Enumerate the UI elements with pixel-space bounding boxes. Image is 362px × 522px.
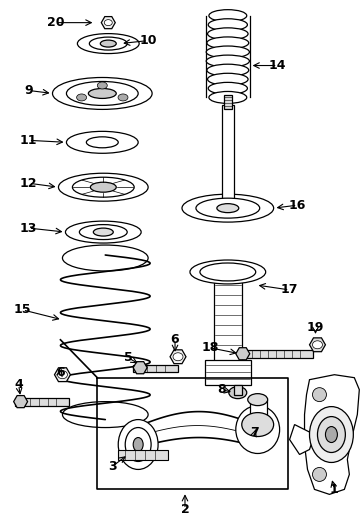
Text: 1: 1 <box>330 483 339 496</box>
Polygon shape <box>304 375 359 494</box>
Text: 16: 16 <box>289 199 306 211</box>
Text: 12: 12 <box>20 177 37 189</box>
Polygon shape <box>290 424 315 455</box>
Ellipse shape <box>200 263 256 281</box>
Bar <box>205 360 251 385</box>
Ellipse shape <box>100 40 116 47</box>
Bar <box>14 398 70 406</box>
Ellipse shape <box>125 428 151 461</box>
Ellipse shape <box>67 81 138 105</box>
Polygon shape <box>170 350 186 364</box>
Text: 3: 3 <box>108 460 117 473</box>
Ellipse shape <box>118 94 128 101</box>
Bar <box>118 450 168 460</box>
Ellipse shape <box>97 82 107 89</box>
Text: 13: 13 <box>20 221 37 234</box>
Ellipse shape <box>118 420 158 469</box>
Ellipse shape <box>90 182 116 192</box>
Ellipse shape <box>207 64 249 76</box>
Text: 7: 7 <box>251 426 259 439</box>
Polygon shape <box>236 348 250 360</box>
Ellipse shape <box>66 221 141 243</box>
Bar <box>214 270 242 365</box>
Ellipse shape <box>312 341 323 349</box>
Bar <box>242 350 313 358</box>
Ellipse shape <box>63 245 148 271</box>
Ellipse shape <box>209 10 247 21</box>
Ellipse shape <box>104 20 112 26</box>
Ellipse shape <box>206 46 249 58</box>
Polygon shape <box>101 17 115 29</box>
Ellipse shape <box>88 88 116 99</box>
Text: 19: 19 <box>307 322 324 334</box>
Bar <box>224 96 232 110</box>
Ellipse shape <box>207 73 248 85</box>
Text: 8: 8 <box>218 383 226 396</box>
Text: 17: 17 <box>281 283 298 296</box>
Ellipse shape <box>79 224 127 240</box>
Ellipse shape <box>207 28 248 40</box>
Ellipse shape <box>77 94 87 101</box>
Bar <box>234 385 242 395</box>
Ellipse shape <box>59 173 148 201</box>
Bar <box>133 365 178 372</box>
Text: 20: 20 <box>47 16 64 29</box>
Ellipse shape <box>206 55 249 67</box>
Ellipse shape <box>209 91 247 103</box>
Ellipse shape <box>58 371 67 378</box>
Bar <box>250 400 267 428</box>
Ellipse shape <box>182 194 274 222</box>
Text: 9: 9 <box>24 84 33 97</box>
Text: 10: 10 <box>139 34 157 47</box>
Ellipse shape <box>89 37 127 50</box>
Text: 6: 6 <box>56 366 65 379</box>
Text: 15: 15 <box>14 303 31 316</box>
Ellipse shape <box>133 437 143 452</box>
Polygon shape <box>55 368 71 382</box>
Ellipse shape <box>63 401 148 428</box>
Ellipse shape <box>207 37 249 49</box>
Ellipse shape <box>77 33 139 54</box>
Text: 14: 14 <box>269 59 286 72</box>
Ellipse shape <box>312 467 327 481</box>
Ellipse shape <box>312 388 327 401</box>
Ellipse shape <box>217 204 239 212</box>
Text: 5: 5 <box>124 351 132 364</box>
Text: 2: 2 <box>181 503 189 516</box>
Ellipse shape <box>93 228 113 236</box>
Text: 6: 6 <box>171 333 179 346</box>
Text: 18: 18 <box>201 341 219 354</box>
Ellipse shape <box>208 82 247 94</box>
Bar <box>222 105 234 205</box>
Text: 4: 4 <box>14 378 23 391</box>
Ellipse shape <box>317 417 345 453</box>
Ellipse shape <box>87 137 118 148</box>
Ellipse shape <box>248 394 268 406</box>
Polygon shape <box>14 396 28 408</box>
Ellipse shape <box>67 132 138 153</box>
Ellipse shape <box>173 353 183 361</box>
Polygon shape <box>310 338 325 352</box>
Ellipse shape <box>229 387 247 399</box>
Ellipse shape <box>52 77 152 110</box>
Ellipse shape <box>236 406 279 454</box>
Ellipse shape <box>242 412 274 436</box>
Ellipse shape <box>72 177 134 197</box>
Ellipse shape <box>310 407 353 462</box>
Polygon shape <box>133 362 147 374</box>
Ellipse shape <box>208 19 247 31</box>
Text: 11: 11 <box>20 134 37 147</box>
Ellipse shape <box>190 260 266 284</box>
Ellipse shape <box>196 198 260 218</box>
Ellipse shape <box>325 426 337 443</box>
